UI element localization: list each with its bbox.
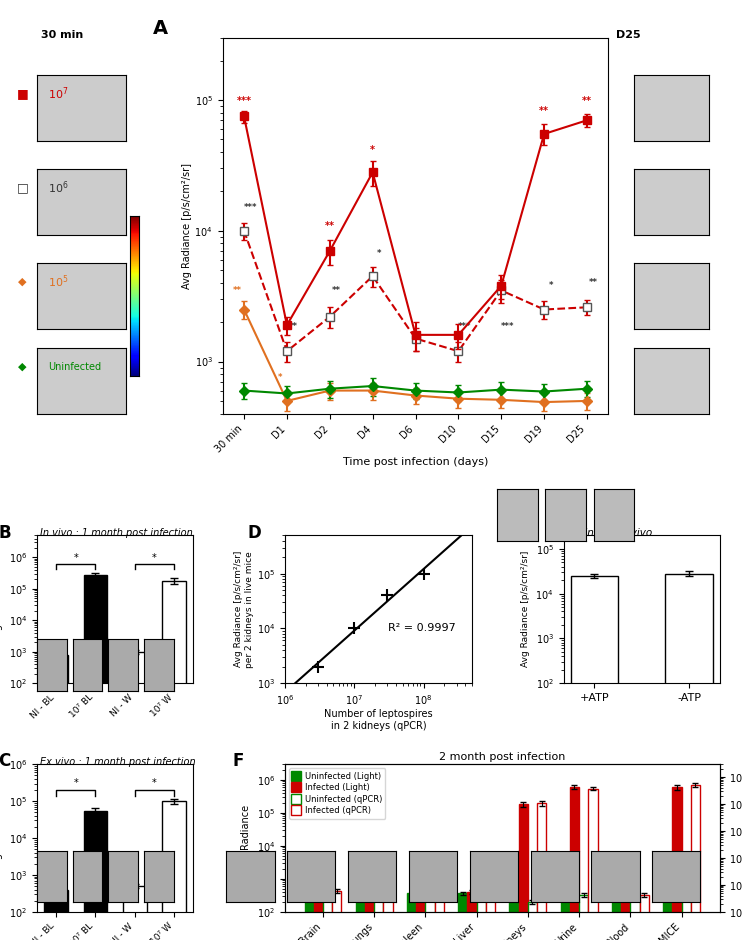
Y-axis label: Avg Radiance: Avg Radiance — [0, 805, 4, 871]
Text: **: ** — [539, 106, 549, 117]
Bar — [691, 785, 700, 940]
Bar — [561, 894, 570, 940]
Text: A: A — [153, 19, 168, 38]
Bar — [355, 894, 365, 940]
Bar — [425, 893, 435, 940]
Text: *: * — [278, 373, 283, 382]
Bar — [476, 894, 486, 940]
Bar — [304, 892, 314, 940]
Text: ***: *** — [243, 203, 257, 212]
Bar — [570, 788, 579, 940]
Text: $10^6$: $10^6$ — [48, 180, 69, 196]
Text: Ex vivo : 1 month post infection: Ex vivo : 1 month post infection — [40, 757, 196, 767]
Bar — [45, 889, 68, 940]
Bar — [84, 574, 108, 940]
Bar — [416, 891, 425, 940]
Text: $10^7$: $10^7$ — [48, 86, 69, 102]
Text: C: C — [0, 752, 10, 771]
Bar — [537, 803, 546, 940]
Bar — [519, 805, 528, 940]
Legend: Uninfected (Light), Infected (Light), Uninfected (qPCR), Infected (qPCR): Uninfected (Light), Infected (Light), Un… — [289, 768, 386, 819]
Bar — [612, 895, 621, 940]
Text: *: * — [73, 553, 78, 563]
Bar — [407, 893, 416, 940]
Bar — [579, 895, 588, 940]
Bar — [510, 894, 519, 940]
Bar — [467, 892, 476, 940]
Text: ◆: ◆ — [18, 362, 27, 371]
Text: *: * — [73, 778, 78, 789]
Bar — [672, 788, 682, 940]
Bar — [162, 801, 186, 940]
Text: *: * — [152, 778, 157, 789]
Y-axis label: Avg Radiance [p/s/cm²/sr]: Avg Radiance [p/s/cm²/sr] — [182, 163, 191, 289]
Bar — [621, 894, 630, 940]
Bar — [571, 576, 618, 940]
Bar — [588, 789, 597, 940]
Text: In vivo : 1 month post infection: In vivo : 1 month post infection — [40, 528, 193, 538]
Text: ***: *** — [458, 322, 472, 332]
Bar — [666, 573, 712, 940]
Text: □: □ — [16, 181, 28, 195]
Text: $10^5$: $10^5$ — [48, 274, 69, 290]
Text: **: ** — [582, 96, 592, 106]
Text: 30 min: 30 min — [41, 29, 83, 39]
Bar — [640, 895, 649, 940]
Bar — [682, 896, 691, 940]
Text: E: E — [525, 524, 536, 541]
Text: **: ** — [289, 322, 298, 332]
Bar — [528, 901, 537, 940]
Bar — [459, 893, 467, 940]
Text: **: ** — [233, 287, 242, 295]
Bar — [365, 892, 374, 940]
Bar — [162, 581, 186, 940]
Text: ***: *** — [501, 322, 514, 332]
X-axis label: Number of leptospires
in 2 kidneys (qPCR): Number of leptospires in 2 kidneys (qPCR… — [324, 710, 433, 731]
Text: ■: ■ — [16, 87, 28, 101]
Y-axis label: Avg Radiance: Avg Radiance — [241, 805, 251, 871]
Text: Kidneys ex vivo: Kidneys ex vivo — [571, 528, 653, 538]
Text: F: F — [232, 752, 244, 771]
Bar — [45, 654, 68, 940]
Bar — [663, 879, 672, 940]
Bar — [123, 886, 147, 940]
Text: **: ** — [332, 287, 341, 295]
Bar — [323, 893, 332, 940]
Text: D25: D25 — [616, 29, 640, 39]
Bar — [630, 896, 640, 940]
Text: Uninfected: Uninfected — [48, 362, 102, 371]
Text: **: ** — [325, 221, 335, 231]
Bar — [486, 893, 495, 940]
Bar — [435, 892, 444, 940]
Bar — [314, 890, 323, 940]
Text: R² = 0.9997: R² = 0.9997 — [388, 623, 456, 634]
Y-axis label: Avg Radiance [p/s/cm²/sr]: Avg Radiance [p/s/cm²/sr] — [521, 551, 530, 667]
Bar — [374, 895, 384, 940]
Y-axis label: Avg Radiance [p/s/cm²/sr]
per 2 kidneys in live mice: Avg Radiance [p/s/cm²/sr] per 2 kidneys … — [234, 551, 254, 667]
Text: ◆: ◆ — [18, 277, 27, 287]
Text: *: * — [377, 249, 381, 258]
Bar — [384, 893, 393, 940]
Text: *: * — [152, 553, 157, 563]
Text: *: * — [548, 281, 553, 290]
Text: ***: *** — [237, 96, 252, 106]
Text: **: ** — [589, 278, 598, 288]
Y-axis label: Avg Radiance: Avg Radiance — [0, 576, 4, 642]
X-axis label: Time post infection (days): Time post infection (days) — [343, 457, 488, 467]
Bar — [84, 810, 108, 940]
Text: D: D — [247, 524, 261, 541]
Bar — [123, 651, 147, 940]
Text: *: * — [370, 145, 375, 155]
Text: B: B — [0, 524, 10, 541]
Title: 2 month post infection: 2 month post infection — [439, 752, 565, 762]
Bar — [332, 891, 341, 940]
